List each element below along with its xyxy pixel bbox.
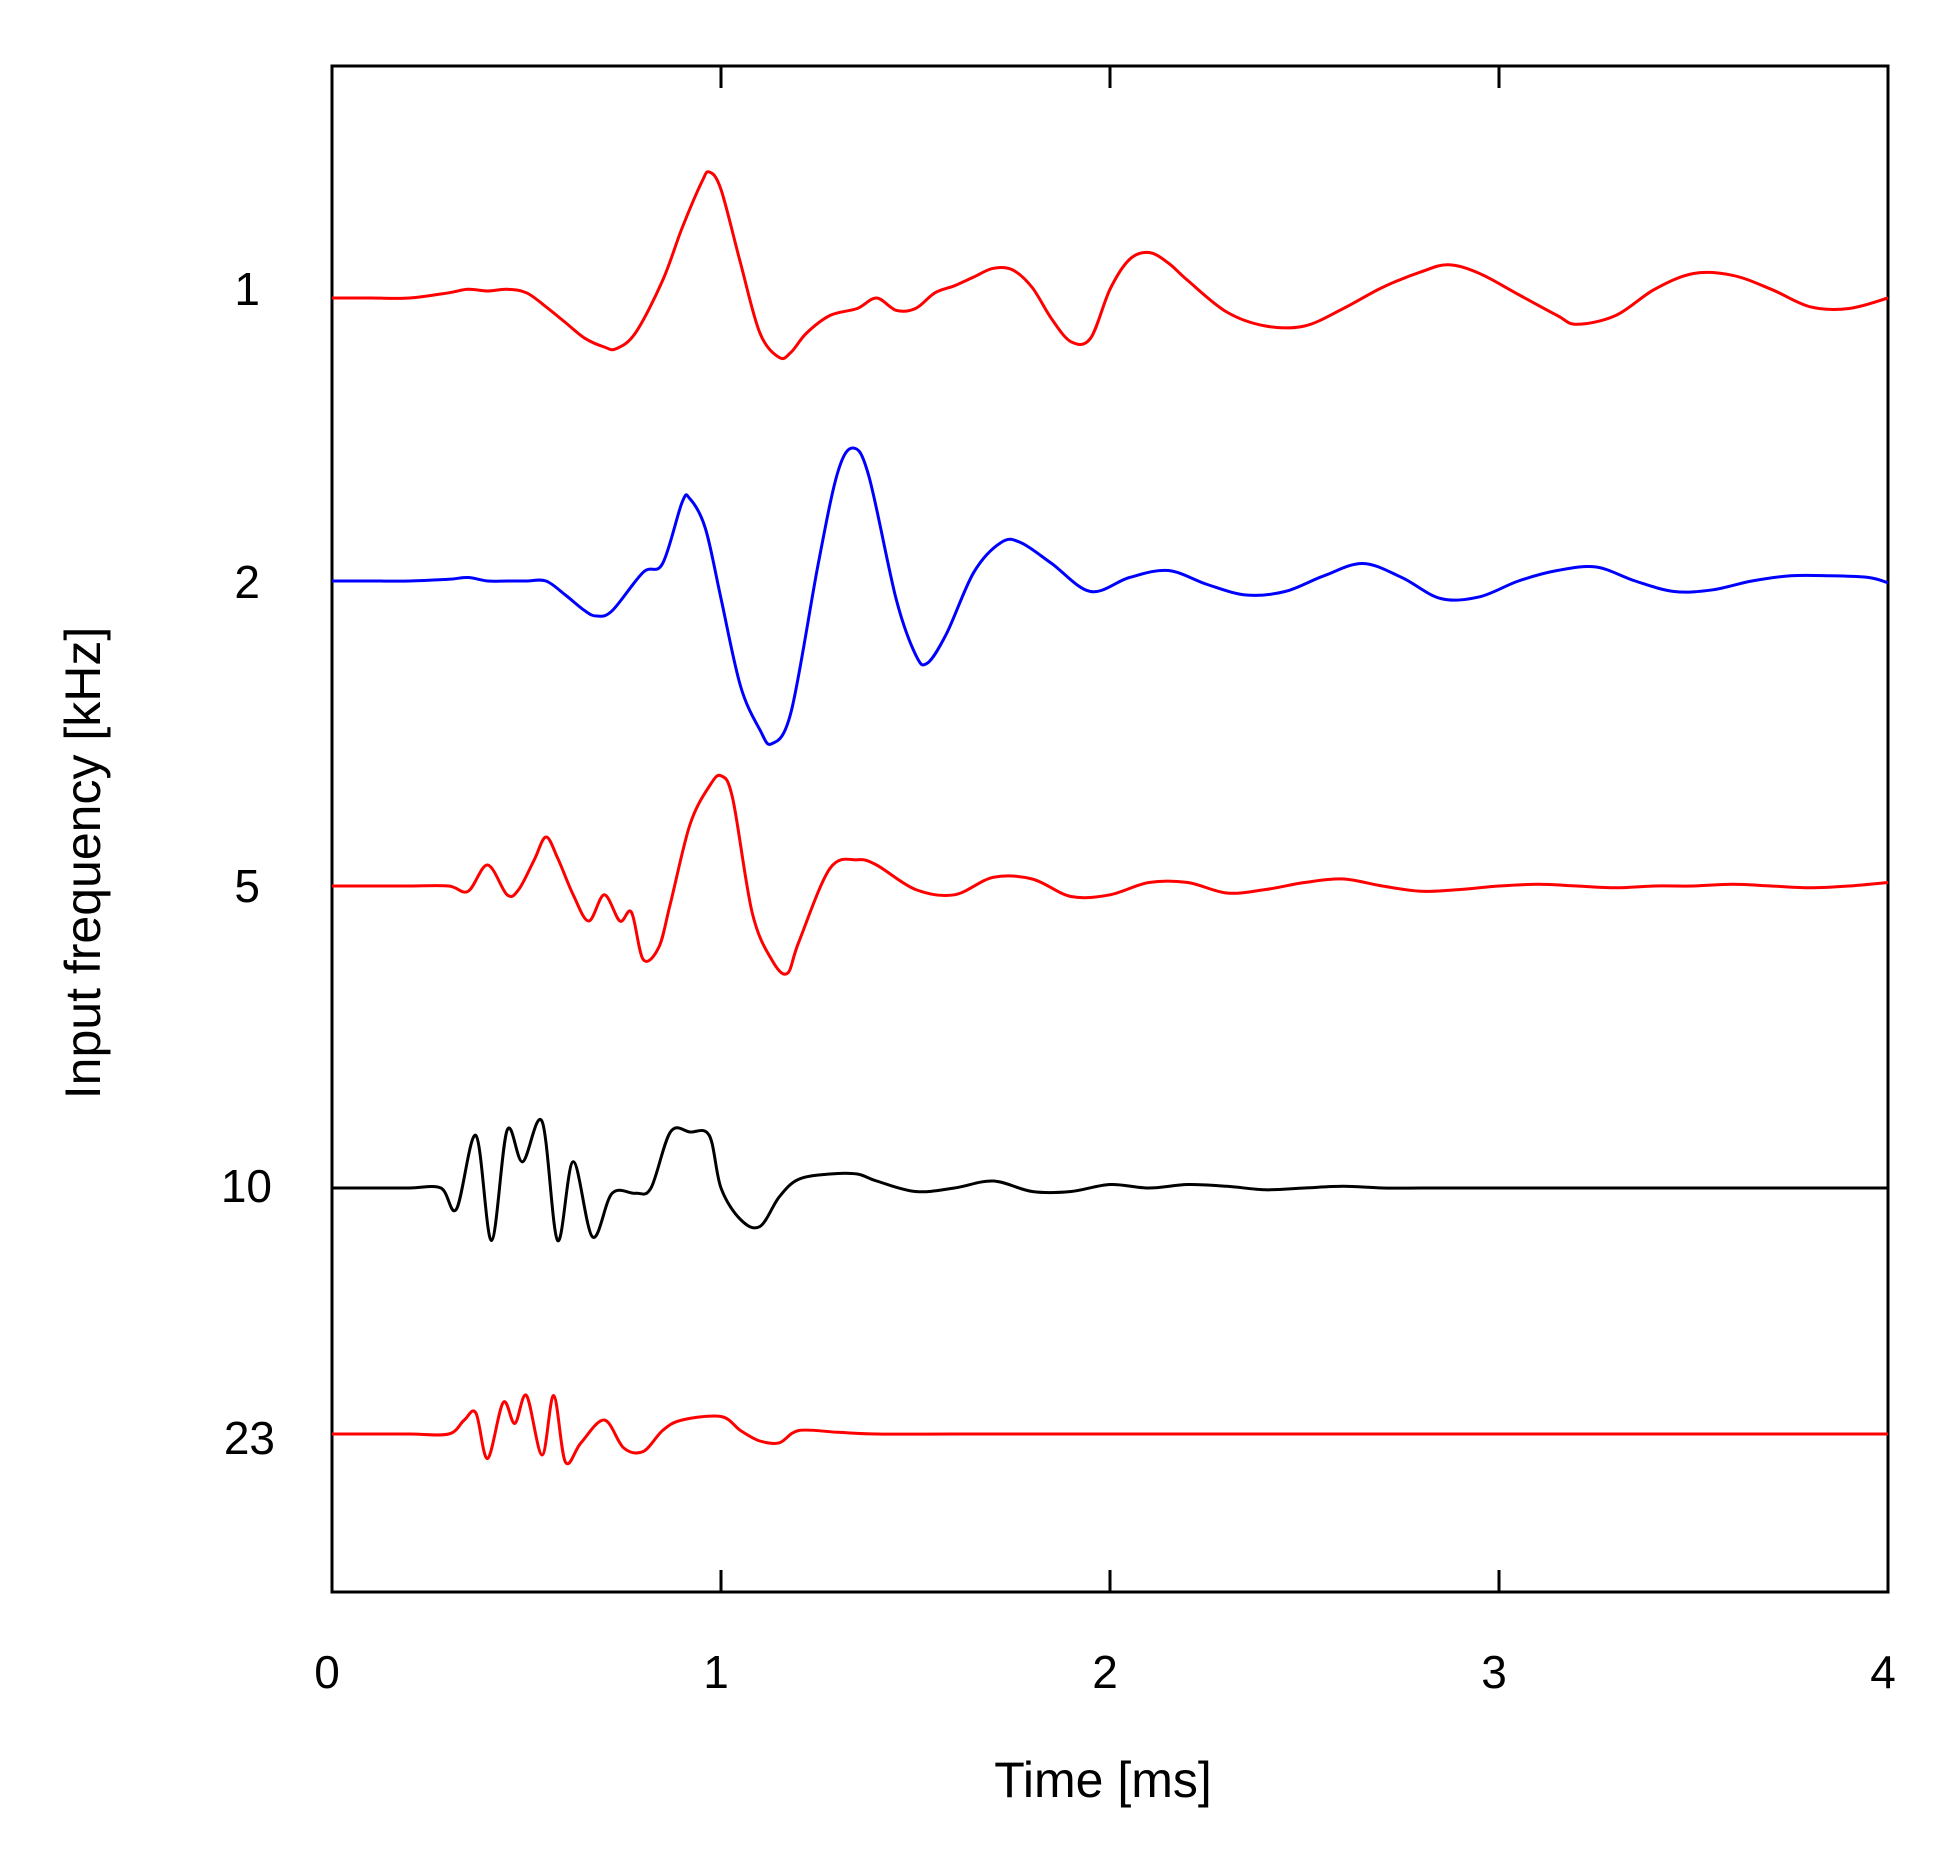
x-tick-label: 0 xyxy=(314,1646,340,1698)
trace-10kHz xyxy=(332,1117,1888,1243)
traces xyxy=(331,170,1889,1466)
y-axis-title: Input frequency [kHz] xyxy=(55,627,111,1099)
x-axis-title: Time [ms] xyxy=(994,1752,1212,1808)
x-tick-marks xyxy=(719,66,1501,1592)
series-label-10kHz: 10 xyxy=(221,1160,272,1212)
x-tick-label: 4 xyxy=(1870,1646,1896,1698)
series-labels: 1 2 5 10 23 xyxy=(221,263,275,1464)
series-label-23kHz: 23 xyxy=(224,1412,275,1464)
trace-5kHz xyxy=(332,773,1889,976)
trace-23kHz xyxy=(331,1393,1888,1466)
series-label-1kHz: 1 xyxy=(234,263,260,315)
x-tick-label: 2 xyxy=(1092,1646,1118,1698)
plot-frame xyxy=(330,64,1890,1594)
trace-2kHz xyxy=(332,446,1889,746)
x-tick-label: 1 xyxy=(703,1646,729,1698)
x-tick-labels: 0 1 2 3 4 xyxy=(314,1646,1896,1698)
series-label-2kHz: 2 xyxy=(234,556,260,608)
x-tick-label: 3 xyxy=(1481,1646,1507,1698)
trace-1kHz xyxy=(331,170,1889,361)
series-label-5kHz: 5 xyxy=(234,860,260,912)
